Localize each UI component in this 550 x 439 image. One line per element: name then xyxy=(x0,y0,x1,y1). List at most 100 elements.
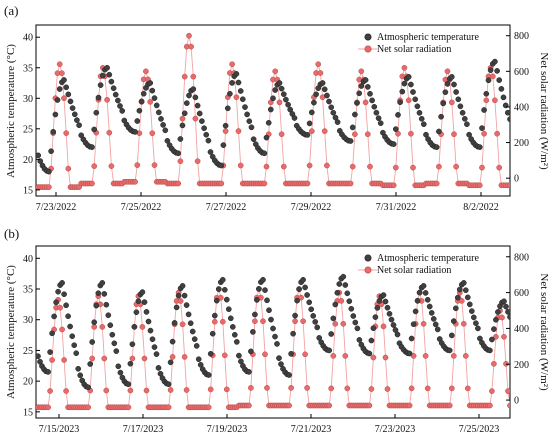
radiation-point-b xyxy=(221,352,228,359)
radiation-point-b xyxy=(167,387,174,393)
temperature-point-b xyxy=(71,342,78,349)
temperature-point-a xyxy=(50,128,57,135)
radiation-point-b xyxy=(292,318,298,325)
temperature-point-b xyxy=(248,348,254,355)
temperature-point-a xyxy=(61,77,67,83)
temperature-point-b xyxy=(382,298,389,305)
temperature-point-a xyxy=(224,105,231,112)
y2-tick-label-b: 600 xyxy=(514,288,529,299)
temperature-point-b xyxy=(95,290,102,297)
temperature-point-a xyxy=(110,85,117,92)
temperature-point-a xyxy=(190,86,197,92)
temperature-point-b xyxy=(462,287,469,294)
temperature-point-b xyxy=(65,313,71,320)
temperature-point-a xyxy=(375,115,382,122)
temperature-point-a xyxy=(272,87,279,93)
temperature-point-b xyxy=(328,331,335,337)
temperature-point-b xyxy=(394,331,401,338)
temperature-point-a xyxy=(371,103,378,110)
temperature-point-a xyxy=(433,144,440,150)
temperature-point-b xyxy=(310,313,317,319)
legend-marker-radiation-b xyxy=(364,266,372,274)
radiation-point-a xyxy=(479,164,485,171)
temperature-point-b xyxy=(452,305,459,312)
legend-marker-temperature-b xyxy=(364,254,372,262)
temperature-point-b xyxy=(406,350,413,357)
radiation-point-a xyxy=(280,163,287,170)
temperature-point-b xyxy=(300,276,306,283)
radiation-point-a xyxy=(444,68,451,75)
radiation-point-b xyxy=(406,402,413,409)
radiation-point-b xyxy=(127,387,134,394)
radiation-point-a xyxy=(481,130,487,137)
radiation-point-b xyxy=(462,353,469,359)
radiation-point-b xyxy=(368,386,375,392)
temperature-point-a xyxy=(91,126,98,133)
temperature-point-a xyxy=(48,148,54,155)
temperature-point-a xyxy=(306,120,313,127)
temperature-point-b xyxy=(487,347,493,354)
radiation-point-b xyxy=(304,385,310,391)
temperature-point-b xyxy=(314,324,321,331)
temperature-point-a xyxy=(54,97,61,103)
temperature-point-b xyxy=(493,316,499,323)
temperature-point-b xyxy=(372,314,379,320)
temperature-point-b xyxy=(384,304,391,311)
temperature-point-a xyxy=(401,80,408,87)
radiation-point-b xyxy=(487,402,493,409)
radiation-point-a xyxy=(315,61,322,68)
temperature-point-b xyxy=(294,297,300,304)
temperature-point-a xyxy=(459,109,466,116)
temperature-point-a xyxy=(199,118,205,124)
x-tick-label-a: 7/23/2022 xyxy=(36,202,77,213)
temperature-point-b xyxy=(475,325,481,332)
temperature-point-a xyxy=(158,116,164,122)
radiation-point-b xyxy=(340,320,347,327)
temperature-point-a xyxy=(438,113,444,120)
temperature-point-b xyxy=(227,315,234,322)
temperature-point-a xyxy=(108,78,115,85)
radiation-point-b xyxy=(338,298,345,304)
temperature-point-a xyxy=(485,77,492,84)
temperature-point-b xyxy=(213,297,220,304)
temperature-point-a xyxy=(69,105,76,111)
temperature-point-a xyxy=(237,88,244,94)
temperature-point-b xyxy=(141,299,148,305)
radiation-point-b xyxy=(103,387,110,394)
legend-label-temperature-a: Atmospheric temperature xyxy=(377,32,479,43)
temperature-point-a xyxy=(324,92,330,99)
radiation-point-a xyxy=(306,162,313,169)
temperature-point-b xyxy=(223,296,230,303)
x-tick-label-b: 7/15/2023 xyxy=(39,424,80,435)
temperature-point-a xyxy=(46,168,52,175)
temperature-point-b xyxy=(207,350,214,357)
temperature-point-b xyxy=(410,321,417,328)
temperature-point-b xyxy=(109,331,116,338)
temperature-point-b xyxy=(139,289,146,295)
x-tick-label-a: 7/31/2022 xyxy=(376,202,417,213)
y-tick-label-b: 25 xyxy=(23,346,33,357)
temperature-point-a xyxy=(330,109,337,116)
temperature-point-b xyxy=(61,291,67,298)
temperature-point-b xyxy=(332,301,339,308)
radiation-point-a xyxy=(308,128,315,134)
legend-label-temperature-b: Atmospheric temperature xyxy=(377,253,479,264)
temperature-point-b xyxy=(167,359,174,366)
radiation-point-b xyxy=(59,326,65,333)
radiation-point-a xyxy=(401,64,408,71)
temperature-point-a xyxy=(367,90,373,97)
temperature-point-a xyxy=(319,80,326,86)
temperature-point-b xyxy=(51,313,57,320)
radiation-point-a xyxy=(63,130,70,136)
temperature-point-b xyxy=(185,311,192,318)
radiation-point-a xyxy=(188,43,194,50)
temperature-point-b xyxy=(278,361,284,367)
radiation-point-a xyxy=(433,180,440,187)
temperature-point-b xyxy=(115,363,122,370)
y2-tick-label-a: 600 xyxy=(514,67,529,78)
temperature-point-b xyxy=(286,372,292,378)
radiation-point-a xyxy=(104,96,110,103)
radiation-point-b xyxy=(489,388,495,394)
temperature-point-b xyxy=(312,319,319,325)
radiation-point-a xyxy=(61,95,67,102)
